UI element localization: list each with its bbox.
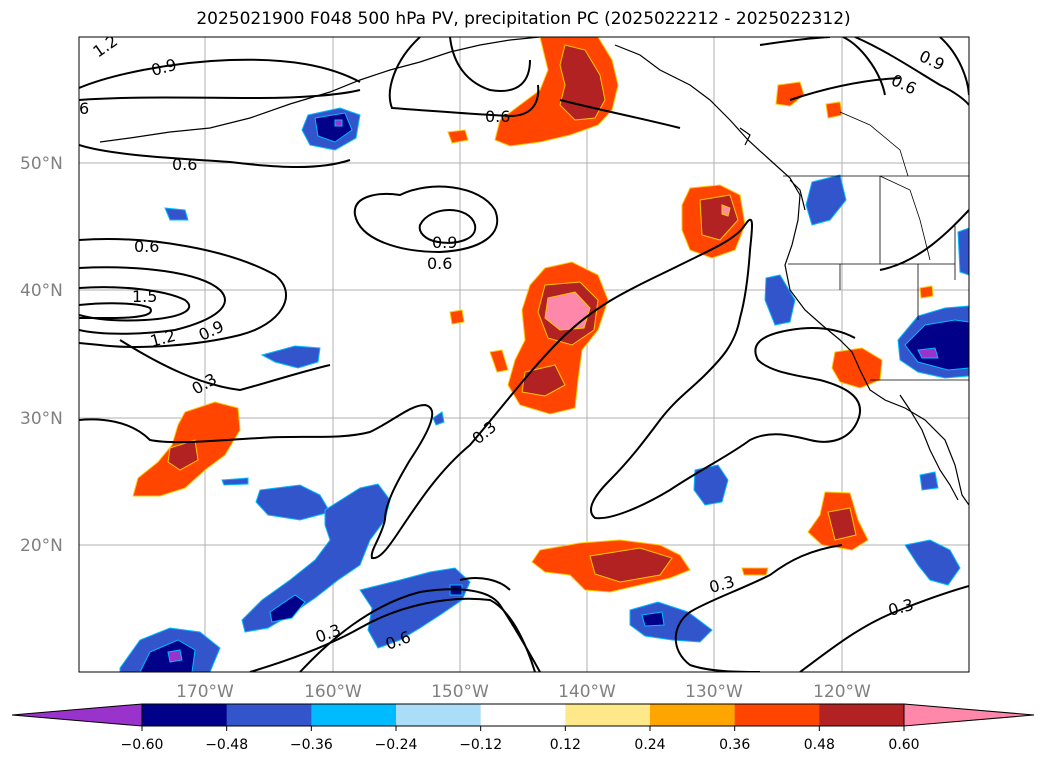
colorbar-segment (565, 704, 651, 726)
lat-label: 30°N (20, 409, 63, 429)
contour-label: 0.6 (427, 254, 452, 273)
colorbar-segment (650, 704, 736, 726)
colorbar-ticks: −0.60 −0.48 −0.36 −0.24 −0.12 0.12 0.24 0.36 0.4… (121, 726, 920, 753)
colorbar-tick-label: −0.36 (290, 737, 333, 753)
lat-labels: 50°N 40°N 30°N 20°N (20, 154, 63, 556)
precip-positive-regions (132, 37, 934, 593)
colorbar-frame (141, 703, 905, 727)
map-frame (78, 36, 970, 673)
contour-label: 0.9 (432, 233, 457, 252)
lon-label: 130°W (685, 682, 743, 702)
map-title: 2025021900 F048 500 hPa PV, precipitatio… (196, 9, 851, 29)
colorbar-tick-label: 0.24 (634, 737, 665, 753)
contour-label: 0.6 (134, 237, 159, 256)
colorbar (11, 703, 1035, 727)
precip-blob-california (831, 347, 883, 389)
contour-label: 0.6 (172, 155, 197, 174)
colorbar-tick-label: −0.24 (375, 737, 418, 753)
colorbar-segment (396, 704, 482, 726)
precip-negative-regions (119, 107, 969, 672)
lat-label: 50°N (20, 154, 63, 174)
colorbar-tick-label: −0.12 (459, 737, 502, 753)
colorbar-tick-label: 0.12 (550, 737, 581, 753)
colorbar-segment (480, 704, 566, 726)
borders (783, 111, 969, 381)
lat-label: 40°N (20, 281, 63, 301)
lat-label: 20°N (20, 536, 63, 556)
colorbar-segment (819, 704, 905, 726)
lon-label: 120°W (813, 682, 871, 702)
colorbar-extend-high (903, 703, 1035, 727)
contour-label: 6 (79, 99, 89, 118)
pv-contours (79, 37, 969, 672)
lon-label: 170°W (176, 682, 234, 702)
colorbar-segment (226, 704, 312, 726)
colorbar-segment (311, 704, 397, 726)
precip-blob-gulf-alaska-core (559, 44, 606, 121)
lon-label: 140°W (558, 682, 616, 702)
colorbar-tick-label: 0.60 (888, 737, 919, 753)
contour-label: 0.6 (485, 107, 510, 126)
lon-label: 160°W (304, 682, 362, 702)
lon-labels: 170°W 160°W 150°W 140°W 130°W 120°W (176, 682, 871, 702)
colorbar-segment (734, 704, 820, 726)
colorbar-tick-label: 0.36 (719, 737, 750, 753)
colorbar-tick-label: 0.48 (804, 737, 835, 753)
colorbar-tick-label: −0.48 (205, 737, 248, 753)
contour-label: 1.5 (132, 287, 157, 306)
lon-label: 150°W (431, 682, 489, 702)
coastlines (99, 37, 969, 506)
colorbar-extend-low (11, 703, 143, 727)
colorbar-segment (142, 704, 228, 726)
precip-neg-band-west (255, 484, 331, 521)
colorbar-tick-label: −0.60 (121, 737, 164, 753)
